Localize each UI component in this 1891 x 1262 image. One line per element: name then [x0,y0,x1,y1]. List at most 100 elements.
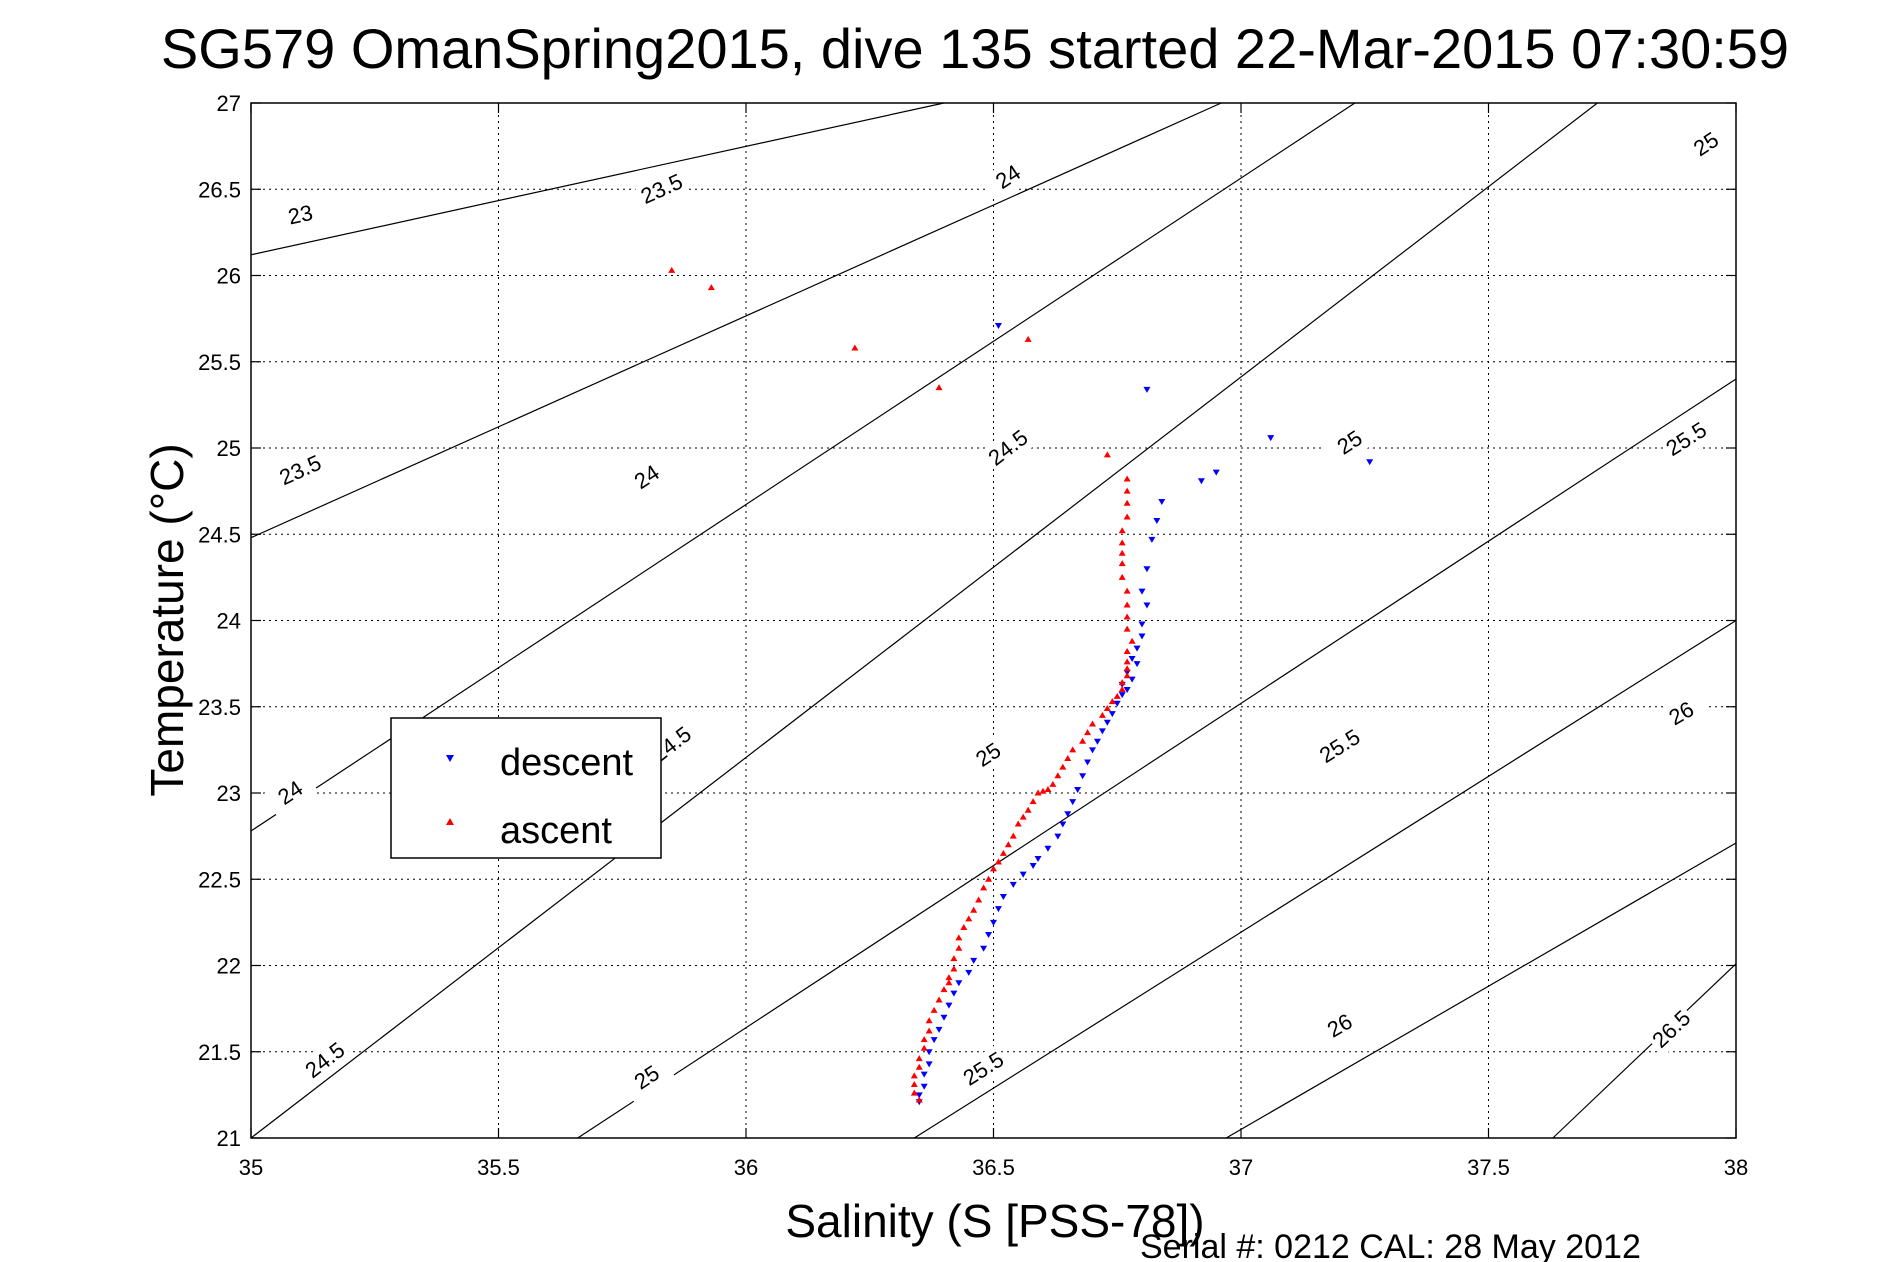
y-tick-label: 25 [217,436,241,461]
descent-point [945,1002,953,1009]
ascent-point [915,1096,923,1103]
descent-point [1059,821,1067,828]
ascent-point [1069,746,1077,753]
descent-point [1113,700,1121,707]
ascent-point [1004,841,1012,848]
descent-point [999,894,1007,900]
contour-label-bg [1644,1002,1699,1057]
descent-point [985,931,993,938]
ascent-point [1123,513,1131,520]
ascent-point [925,1027,933,1034]
y-tick-label: 27 [217,91,241,116]
ascent-point [940,986,948,993]
descent-point [915,1092,923,1099]
contour-label-bg [1653,689,1710,738]
x-tick-label: 36.5 [972,1155,1015,1180]
density-contour-line [1225,842,1737,1139]
ascent-point [1089,720,1096,727]
ascent-point [975,896,983,903]
ascent-point [970,906,978,913]
descent-point [920,1071,928,1078]
ascent-point [1128,637,1136,644]
y-tick-label: 24 [217,609,241,634]
y-tick-label: 26.5 [198,177,241,202]
contour-label-bg [1678,119,1735,170]
ascent-point [1059,763,1067,770]
descent-point [1069,799,1077,806]
y-tick-label: 26 [217,264,241,289]
y-tick-label: 23 [217,781,241,806]
ascent-point [1029,798,1037,805]
ascent-point [920,1036,928,1043]
descent-point [994,323,1002,330]
descent-point [1093,738,1101,745]
contour-label: 23 [286,200,315,230]
y-tick-label: 22 [217,954,241,979]
ascent-point [999,849,1007,856]
ascent-point [1049,780,1057,787]
descent-point [925,1061,933,1068]
contour-label-bg [1312,721,1368,772]
ascent-point [950,955,958,962]
ascent-point [1054,772,1062,779]
x-tick-label: 36 [734,1155,758,1180]
ascent-point [915,1063,923,1070]
legend: descent ascent [390,717,662,859]
descent-point [1143,602,1151,609]
ascent-point [915,1055,923,1062]
descent-point [965,969,973,976]
descent-point [1133,661,1141,668]
ascent-point [1118,539,1126,546]
descent-point [1009,881,1017,888]
density-contour-line [577,378,1737,1139]
descent-point [990,919,997,926]
ascent-point [1084,729,1092,736]
ascent-point [1098,711,1106,718]
ascent-point [668,266,676,273]
ascent-point [945,979,953,986]
x-tick-label: 37 [1229,1155,1253,1180]
contour-label-bg [262,768,319,818]
ascent-point [980,884,988,891]
ascent-point [1034,789,1042,796]
legend-box [390,717,662,859]
ascent-point [1009,832,1017,839]
ascent-point [930,1006,938,1013]
legend-descent-marker [446,755,454,762]
descent-point [1366,459,1374,466]
ascent-point [1123,475,1131,482]
ascent-point [965,915,973,922]
descent-point [940,1014,948,1021]
descent-point [994,906,1002,913]
ascent-point [955,944,963,951]
descent-point [1138,621,1146,628]
descent-point [1098,728,1106,735]
y-axis-ticks: 21 21.5 22 22.5 23 23.5 24 24.5 25 25.5 26 26.5 27 [198,91,1736,1151]
contour-label-bg [634,166,690,212]
descent-point [1143,386,1151,393]
descent-point [950,990,958,997]
ascent-point [1123,499,1131,506]
descent-point [1197,478,1205,485]
contour-label-bg [980,422,1036,474]
ascent-point [1123,625,1131,632]
descent-point [930,1037,938,1044]
y-axis-label: Temperature (°C) [141,443,193,796]
y-tick-label: 21 [217,1126,241,1151]
descent-point [1044,845,1052,852]
contour-label-bg [272,447,329,494]
contour-label-bg [955,1044,1012,1094]
density-contour-line [250,102,1356,832]
ascent-point [955,934,963,941]
x-tick-label: 35 [239,1155,263,1180]
x-axis-ticks: 35 35.5 36 36.5 37 37.5 38 [239,103,1748,1180]
descent-point [1212,469,1220,476]
contour-label-bg [960,730,1017,780]
ascent-point [910,1081,918,1088]
ascent-point [920,1044,928,1051]
ascent-point [945,974,953,981]
descent-point [1054,833,1062,840]
contour-label-bg [274,196,327,234]
ascent-point [1118,549,1126,556]
